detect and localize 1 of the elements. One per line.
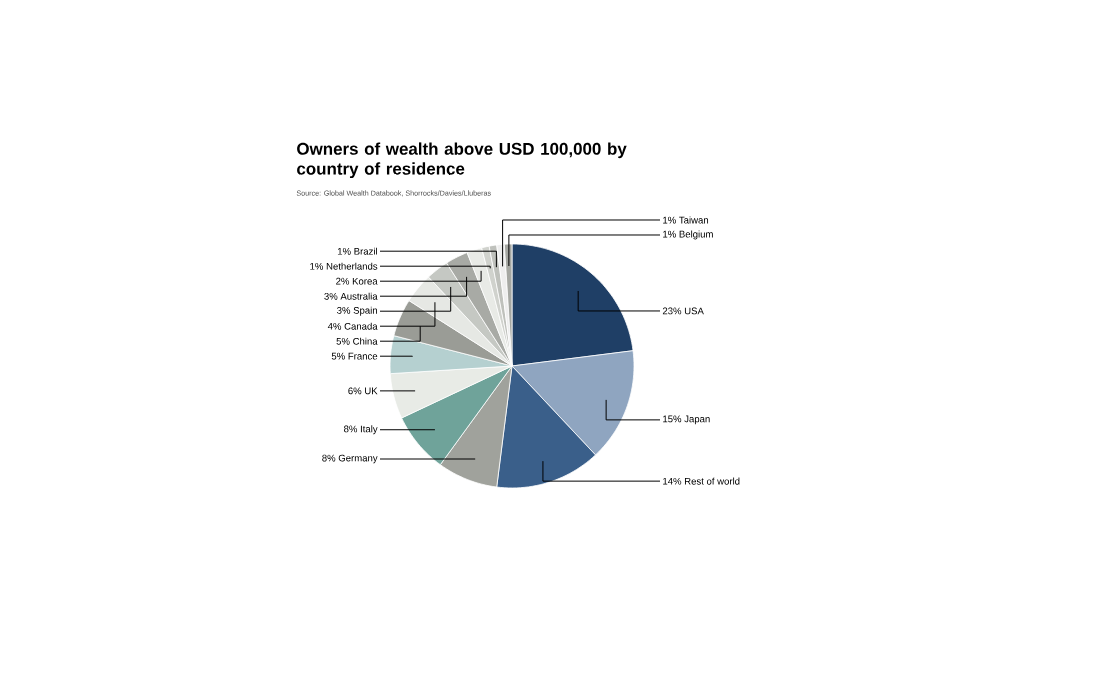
chart-title: Owners of wealth above USD 100,000 by country of residence <box>297 142 627 179</box>
